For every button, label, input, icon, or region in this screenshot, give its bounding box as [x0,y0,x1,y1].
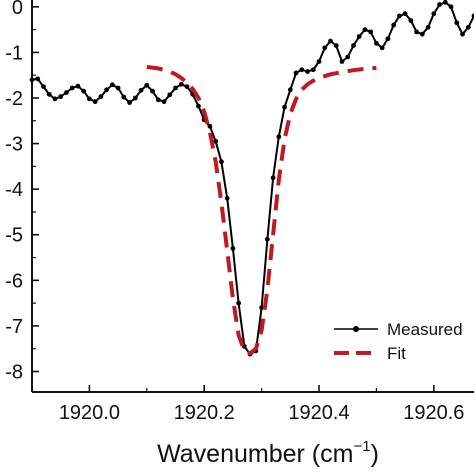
data-point-measured [276,134,282,140]
y-tick-label: -7 [5,316,23,338]
data-point-measured [230,246,236,251]
data-point-measured [333,43,339,48]
x-tick-label: 1920.6 [403,402,464,424]
x-axis-title-main: Wavenumber (cm [157,440,353,468]
data-point-measured [236,300,242,306]
data-point-measured [396,13,402,19]
data-point-measured [362,27,368,33]
series-line-measured [31,1,474,356]
data-point-measured [35,76,41,82]
data-point-measured [161,99,167,105]
data-point-measured [419,31,425,37]
data-point-measured [299,67,305,73]
data-point-measured [293,70,299,76]
axes: 0 -1 -2 -3 -4 -5 -6 -7 -8 1920.0 1920.2 1920.4 1920.… [5,0,474,424]
data-point-measured [322,45,328,51]
data-point-measured [173,85,178,91]
x-axis-title: Wavenumber (cm−1) [157,438,379,468]
data-point-measured [121,94,127,100]
data-point-measured [98,94,104,100]
data-point-measured [207,123,213,129]
data-point-measured [328,38,333,44]
y-tick-label: -8 [5,361,23,383]
data-point-measured [471,13,474,19]
data-point-measured [104,87,110,93]
x-tick-label: 1920.0 [59,402,120,424]
x-tick-label: 1920.4 [288,402,349,424]
data-point-measured [64,90,69,95]
data-point-measured [219,159,224,165]
data-point-measured [345,54,351,60]
y-tick-label: -5 [5,225,23,247]
data-point-measured [448,4,454,10]
legend-swatch-marker-measured [353,326,359,332]
data-point-measured [425,24,431,30]
data-point-measured [150,88,155,94]
data-point-measured [41,84,46,90]
legend: Measured Fit [334,320,463,363]
y-tick-label: 0 [12,0,23,19]
legend-label-fit: Fit [387,344,406,363]
data-point-measured [138,87,144,93]
data-point-measured [408,18,414,23]
data-point-measured [264,236,270,242]
data-point-measured [144,82,150,88]
data-point-measured [437,2,442,7]
data-point-measured [282,104,287,110]
y-tick-label: -6 [5,270,23,292]
data-point-measured [270,175,276,181]
x-axis-title-tail: ) [371,440,379,468]
data-point-measured [460,31,465,37]
y-tick-label: -1 [5,42,23,64]
data-point-measured [414,29,419,35]
data-point-measured [351,43,356,48]
y-tick-label: -2 [5,88,23,110]
series-layer [29,0,474,357]
legend-label-measured: Measured [387,320,463,339]
data-point-measured [196,103,201,109]
data-point-measured [379,45,385,51]
data-point-measured [305,69,310,74]
data-point-measured [391,22,397,28]
data-point-measured [224,195,230,201]
data-point-measured [178,81,184,87]
data-point-measured [167,92,173,98]
data-point-measured [109,82,115,88]
data-point-measured [431,11,437,17]
data-point-measured [58,94,64,100]
data-point-measured [287,87,293,93]
data-point-measured [155,97,161,103]
data-point-measured [356,34,362,39]
data-point-measured [69,85,75,91]
data-point-measured [385,36,391,42]
data-point-measured [87,96,92,102]
data-point-measured [454,20,460,26]
series-line-fit [146,65,377,356]
data-point-measured [81,88,87,94]
data-point-measured [402,11,408,17]
data-point-measured [46,91,52,97]
data-point-measured [92,99,98,105]
x-axis-title-superscript: −1 [353,438,370,455]
data-point-measured [213,138,219,144]
data-point-measured [52,96,58,102]
data-point-measured [132,95,138,101]
data-point-measured [374,40,379,46]
data-point-measured [127,100,132,105]
data-point-measured [316,59,322,64]
x-tick-label: 1920.2 [174,402,235,424]
y-tick-label: -4 [5,179,23,201]
data-point-measured [368,29,374,35]
y-tick-label: -3 [5,134,23,156]
data-point-measured [115,85,121,91]
data-point-measured [339,59,345,64]
data-point-measured [75,83,81,89]
data-point-measured [442,0,448,5]
data-point-measured [465,24,471,30]
data-point-measured [310,67,316,73]
data-point-measured [184,84,190,90]
